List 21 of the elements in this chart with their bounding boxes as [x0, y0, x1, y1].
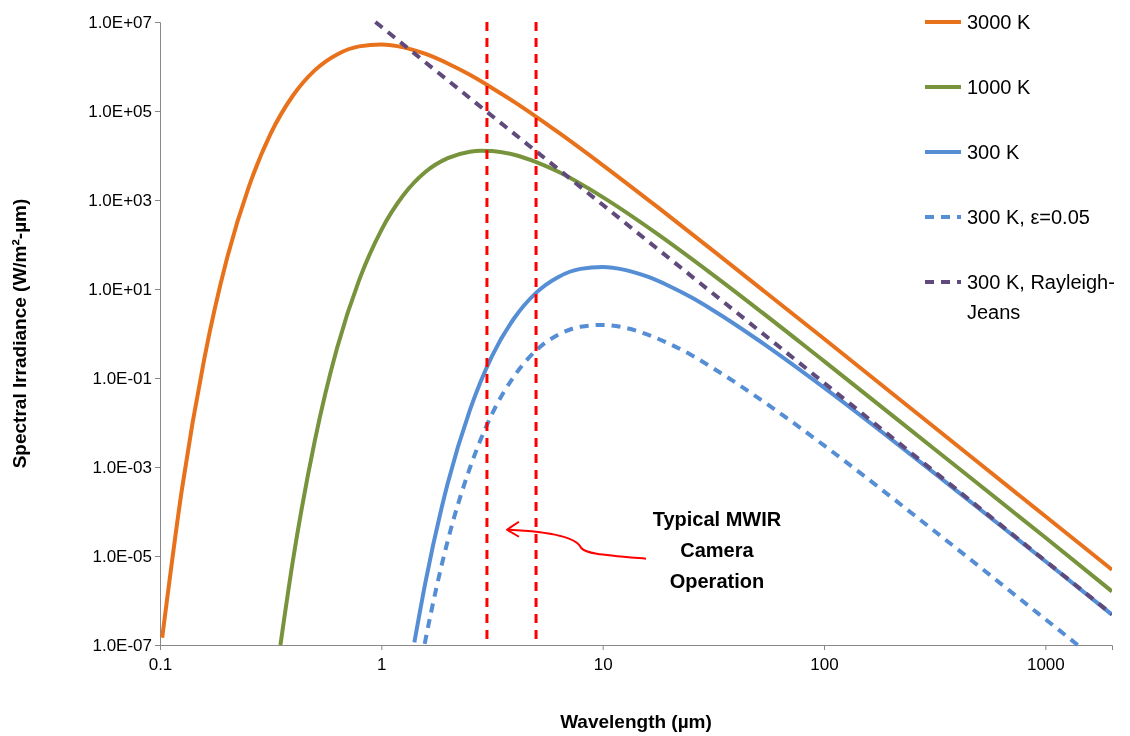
y-tick-label: 1.0E+05: [88, 101, 152, 121]
x-tick-label: 100: [810, 655, 839, 674]
legend-label: 3000 K: [967, 11, 1032, 33]
x-tick-label: 10: [593, 655, 613, 674]
annotation: Typical MWIR Camera Operation: [652, 507, 782, 592]
legend-label: 300 K: [967, 141, 1020, 163]
legend-label: 1000 K: [967, 76, 1032, 98]
y-tick-label: 1.0E-07: [92, 635, 152, 655]
y-tick-label: 1.0E-01: [92, 368, 152, 388]
legend-label: 300 K, ε=0.05: [967, 206, 1090, 228]
y-tick-label: 1.0E+01: [88, 279, 152, 299]
y-tick-label: 1.0E-03: [92, 457, 152, 477]
x-tick-label: 1000: [1026, 655, 1065, 674]
legend-label: 300 K, Rayleigh-Jeans: [967, 271, 1115, 323]
x-axis-title: Wavelength (µm): [560, 711, 712, 732]
x-tick-label: 0.1: [148, 655, 173, 674]
x-tick-label: 1: [377, 655, 387, 674]
y-tick-label: 1.0E+07: [88, 12, 152, 32]
y-axis-title: Spectral Irradiance (W/m²-µm): [9, 198, 30, 469]
y-tick-label: 1.0E+03: [88, 190, 152, 210]
y-tick-label: 1.0E-05: [92, 546, 152, 566]
